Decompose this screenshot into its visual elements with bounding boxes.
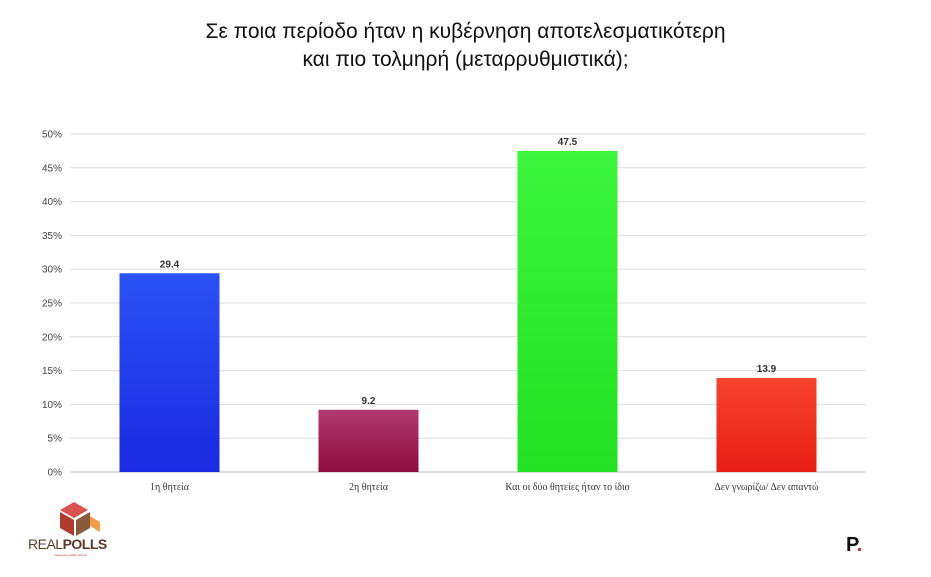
- y-axis-ticks: 0% 5% 10% 15% 20% 25% 30% 35% 40% 45% 50%: [42, 130, 62, 479]
- chart-title-line-1: Σε ποια περίοδο ήταν η κυβέρνηση αποτελε…: [205, 20, 726, 43]
- y-tick-label: 45%: [42, 163, 62, 174]
- y-tick-label: 20%: [42, 332, 62, 343]
- x-axis-categories: 1η θητεία 2η θητεία Και οι δύο θητείες ήτα…: [150, 482, 819, 493]
- realpolls-word-real: REAL: [28, 536, 63, 552]
- bar: [716, 378, 817, 472]
- y-tick-label: 40%: [42, 197, 62, 208]
- realpolls-tagline: measuring public opinion: [54, 553, 88, 557]
- chart-title: Σε ποια περίοδο ήταν η κυβέρνηση αποτελε…: [0, 18, 931, 74]
- bar: [517, 150, 618, 472]
- category-label: 1η θητεία: [150, 482, 190, 493]
- chart-title-line-2: και πιο τολμηρή (μεταρρυθμιστικά);: [302, 48, 629, 71]
- y-tick-label: 50%: [42, 130, 62, 141]
- realpolls-cube-icon: [60, 502, 100, 536]
- y-tick-label: 10%: [42, 400, 62, 411]
- bars: [119, 150, 817, 472]
- bar-value-label: 9.2: [362, 396, 376, 407]
- category-label: 2η θητεία: [349, 482, 389, 493]
- y-tick-label: 30%: [42, 265, 62, 276]
- category-label: Και οι δύο θητείες ήταν το ίδιο: [505, 482, 629, 493]
- y-tick-label: 0%: [48, 468, 63, 479]
- p-logo-dot: .: [856, 534, 863, 556]
- y-tick-label: 15%: [42, 366, 62, 377]
- bar-value-label: 13.9: [757, 364, 777, 375]
- y-tick-label: 5%: [48, 434, 63, 445]
- y-tick-label: 35%: [42, 231, 62, 242]
- realpolls-word-polls: POLLS: [62, 536, 108, 552]
- bar: [318, 409, 419, 472]
- p-logo: P.: [846, 534, 862, 557]
- bar-value-label: 47.5: [558, 137, 578, 148]
- realpolls-logo: REALPOLLS measuring public opinion: [28, 500, 118, 560]
- bar: [119, 273, 220, 472]
- category-label: Δεν γνωρίζω/ Δεν απαντώ: [714, 482, 819, 493]
- bar-value-label: 29.4: [160, 259, 180, 270]
- data-labels: 29.4 9.2 47.5 13.9: [160, 137, 777, 407]
- p-logo-letter: P: [846, 534, 857, 556]
- y-tick-label: 25%: [42, 299, 62, 310]
- realpolls-wordmark: REALPOLLS: [28, 536, 118, 552]
